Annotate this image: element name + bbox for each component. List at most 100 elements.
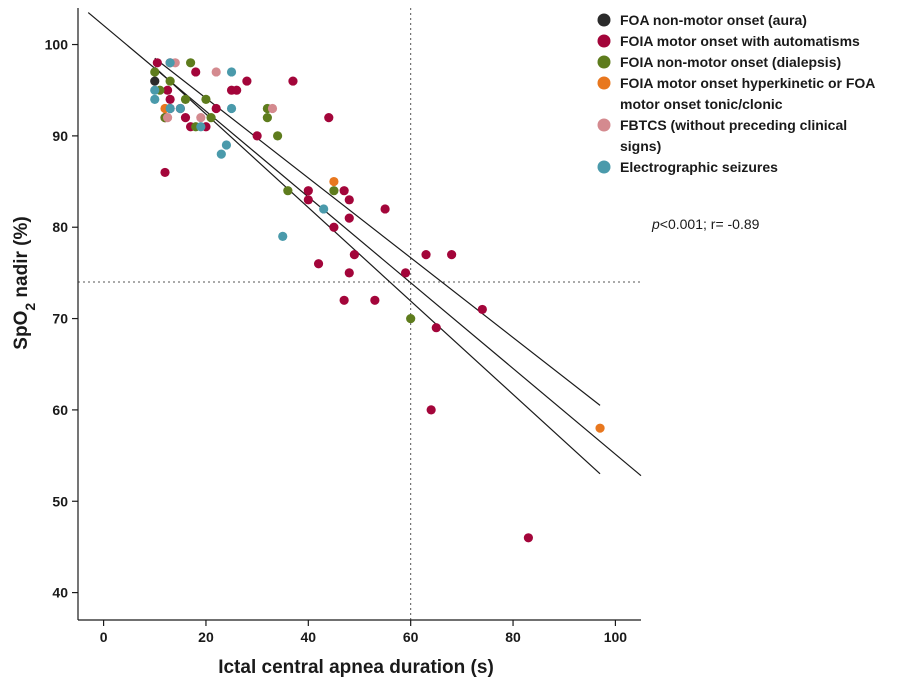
data-point	[267, 103, 278, 114]
legend-label: Electrographic seizures	[620, 159, 778, 175]
data-point	[262, 113, 272, 123]
data-point	[180, 113, 191, 123]
data-point	[278, 231, 288, 241]
data-point	[226, 67, 237, 77]
legend-marker	[597, 55, 611, 69]
data-point	[180, 94, 191, 104]
x-tick-label: 80	[505, 629, 521, 645]
legend-label: FOIA non-motor onset (dialepsis)	[620, 54, 841, 70]
x-tick-label: 60	[403, 629, 419, 645]
legend-marker	[597, 118, 611, 132]
data-point	[273, 131, 283, 141]
data-point	[319, 204, 329, 214]
data-point	[370, 295, 380, 305]
data-point	[216, 149, 226, 159]
data-point	[232, 85, 242, 95]
data-point	[329, 222, 339, 232]
legend-label: motor onset tonic/clonic	[620, 96, 783, 112]
data-point	[426, 405, 436, 415]
y-tick-label: 40	[52, 585, 68, 601]
data-point	[421, 250, 431, 260]
data-point	[242, 76, 252, 86]
data-point	[201, 94, 211, 104]
data-point	[191, 67, 201, 77]
axes: 0 20 40 60 80 100 40 50 60 70 80 90 100	[45, 8, 641, 645]
y-tick-label: 90	[52, 128, 68, 144]
data-point	[477, 304, 487, 315]
legend-marker	[597, 13, 611, 27]
regression-lines	[87, 12, 642, 477]
x-tick-label: 40	[301, 629, 317, 645]
data-point	[447, 250, 457, 260]
regression-fit-line	[87, 12, 642, 477]
data-point	[162, 113, 173, 123]
data-point	[313, 259, 324, 269]
data-point	[324, 113, 334, 123]
y-tick-label: 60	[52, 402, 68, 418]
legend-marker	[597, 76, 611, 90]
data-point	[150, 76, 160, 86]
data-point	[196, 113, 206, 123]
data-point	[165, 58, 175, 68]
data-point	[206, 113, 216, 123]
x-tick-label: 0	[100, 629, 108, 645]
axis-titles: Ictal central apnea duration (s) SpO2 na…	[11, 216, 494, 678]
x-tick-label: 20	[198, 629, 214, 645]
data-point	[339, 295, 349, 305]
legend: FOA non-motor onset (aura) FOIA motor ons…	[597, 12, 875, 175]
data-point	[303, 195, 313, 205]
data-point	[523, 533, 534, 543]
regression-ci-upper-line	[154, 57, 601, 406]
data-point	[288, 76, 298, 86]
data-point	[252, 131, 262, 141]
data-point	[150, 85, 160, 95]
data-point	[226, 103, 237, 114]
data-point	[431, 323, 441, 333]
data-point	[196, 122, 206, 132]
legend-label: FBTCS (without preceding clinical	[620, 117, 847, 133]
data-point	[344, 195, 354, 205]
legend-marker	[597, 34, 611, 48]
data-point	[165, 94, 175, 104]
legend-label: FOA non-motor onset (aura)	[620, 12, 807, 28]
data-point	[211, 103, 221, 114]
y-tick-label: 50	[52, 493, 68, 509]
data-point	[400, 268, 411, 278]
data-point	[165, 76, 175, 86]
data-point	[283, 186, 293, 196]
legend-marker	[597, 160, 611, 174]
data-point	[150, 67, 160, 77]
y-axis-title: SpO2 nadir (%)	[11, 216, 38, 349]
data-point	[211, 67, 221, 77]
x-tick-label: 100	[604, 629, 628, 645]
data-point	[152, 58, 162, 68]
x-axis-title: Ictal central apnea duration (s)	[218, 657, 494, 678]
data-point	[160, 167, 170, 178]
data-point	[150, 94, 160, 104]
data-point	[380, 204, 390, 214]
data-point	[344, 213, 354, 223]
y-tick-label: 100	[45, 37, 69, 53]
data-point	[406, 313, 416, 324]
data-point	[303, 186, 313, 196]
data-point	[162, 85, 173, 95]
legend-label: FOIA motor onset with automatisms	[620, 33, 860, 49]
data-point	[175, 103, 185, 114]
data-points	[150, 58, 605, 543]
stats-annotation: p<0.001; r= -0.89	[651, 216, 760, 232]
data-point	[595, 423, 605, 433]
data-point	[329, 176, 339, 187]
data-point	[344, 268, 354, 278]
data-point	[165, 103, 175, 114]
data-point	[339, 186, 349, 196]
data-point	[349, 250, 359, 260]
legend-label: FOIA motor onset hyperkinetic or FOA	[620, 75, 875, 91]
regression-ci-lower-line	[154, 66, 601, 475]
data-point	[221, 140, 232, 150]
y-tick-label: 80	[52, 219, 68, 235]
data-point	[186, 58, 196, 68]
y-tick-label: 70	[52, 311, 68, 327]
